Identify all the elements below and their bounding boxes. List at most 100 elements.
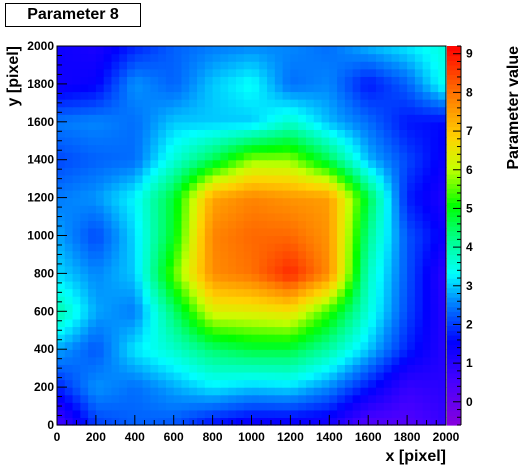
- heatmap-cell: [204, 46, 214, 55]
- heatmap-cell: [57, 258, 66, 267]
- heatmap-cell: [267, 387, 276, 396]
- heatmap-cell: [72, 212, 81, 221]
- heatmap-cell: [259, 68, 268, 77]
- heatmap-cell: [220, 68, 229, 77]
- heatmap-cell: [344, 273, 354, 282]
- heatmap-cell: [189, 91, 198, 100]
- heatmap-cell: [88, 227, 97, 237]
- z-tick-label: 5: [466, 201, 473, 215]
- heatmap-cell: [282, 106, 291, 115]
- heatmap-cell: [142, 99, 151, 108]
- heatmap-cell: [243, 46, 253, 55]
- heatmap-cell: [274, 114, 284, 123]
- heatmap-cell: [165, 303, 175, 312]
- heatmap-cell: [150, 334, 159, 343]
- heatmap-cell: [127, 379, 136, 388]
- heatmap-cell: [197, 129, 206, 138]
- heatmap-cell: [383, 227, 393, 237]
- heatmap-cell: [204, 114, 214, 123]
- heatmap-cell: [197, 76, 206, 85]
- heatmap-cell: [119, 250, 128, 259]
- heatmap-cell: [57, 265, 66, 274]
- heatmap-cell: [95, 235, 105, 244]
- heatmap-cell: [80, 387, 89, 396]
- heatmap-cell: [64, 144, 74, 153]
- heatmap-cell: [414, 197, 424, 206]
- heatmap-cell: [422, 402, 432, 411]
- heatmap-cell: [313, 379, 323, 388]
- heatmap-cell: [119, 265, 128, 274]
- heatmap-cell: [274, 379, 284, 388]
- heatmap-cell: [103, 91, 113, 100]
- heatmap-cell: [430, 159, 439, 168]
- heatmap-cell: [368, 273, 377, 282]
- heatmap-cell: [64, 356, 74, 365]
- heatmap-cell: [337, 182, 346, 191]
- heatmap-cell: [88, 296, 97, 305]
- heatmap-cell: [422, 356, 432, 365]
- heatmap-cell: [282, 227, 291, 237]
- heatmap-cell: [282, 371, 291, 381]
- heatmap-cell: [212, 409, 221, 419]
- heatmap-cell: [173, 417, 183, 426]
- heatmap-cell: [329, 235, 338, 244]
- heatmap-cell: [391, 182, 400, 191]
- heatmap-cell: [189, 303, 198, 312]
- heatmap-cell: [80, 258, 89, 267]
- heatmap-cell: [95, 144, 105, 153]
- heatmap-cell: [344, 356, 354, 365]
- heatmap-cell: [103, 402, 113, 411]
- heatmap-cell: [119, 394, 128, 403]
- heatmap-cell: [321, 364, 330, 373]
- heatmap-cell: [134, 91, 144, 100]
- heatmap-cell: [344, 99, 354, 108]
- heatmap-cell: [267, 258, 276, 267]
- heatmap-cell: [305, 402, 315, 411]
- heatmap-cell: [165, 152, 175, 161]
- heatmap-cell: [251, 182, 260, 191]
- heatmap-cell: [375, 144, 385, 153]
- heatmap-cell: [212, 296, 221, 305]
- heatmap-cell: [243, 250, 253, 259]
- heatmap-cell: [407, 311, 416, 320]
- heatmap-cell: [72, 46, 81, 55]
- heatmap-cell: [212, 114, 221, 123]
- heatmap-cell: [134, 227, 144, 237]
- heatmap-cell: [127, 243, 136, 252]
- heatmap-cell: [375, 265, 385, 274]
- heatmap-cell: [344, 227, 354, 237]
- heatmap-cell: [204, 296, 214, 305]
- heatmap-cell: [57, 114, 66, 123]
- heatmap-cell: [228, 356, 237, 365]
- heatmap-cell: [197, 334, 206, 343]
- heatmap-cell: [197, 273, 206, 282]
- heatmap-cell: [220, 53, 229, 62]
- heatmap-cell: [158, 318, 167, 328]
- heatmap-cell: [243, 99, 253, 108]
- heatmap-cell: [360, 250, 369, 259]
- heatmap-cell: [274, 371, 284, 381]
- heatmap-cell: [88, 99, 97, 108]
- heatmap-cell: [173, 334, 183, 343]
- heatmap-cell: [57, 273, 66, 282]
- heatmap-cell: [181, 136, 190, 146]
- heatmap-cell: [181, 205, 190, 214]
- heatmap-cell: [243, 296, 253, 305]
- heatmap-cell: [274, 46, 284, 55]
- heatmap-cell: [72, 106, 81, 115]
- heatmap-cell: [212, 394, 221, 403]
- heatmap-cell: [438, 371, 447, 381]
- heatmap-cell: [321, 318, 330, 328]
- heatmap-cell: [282, 341, 291, 350]
- heatmap-cell: [57, 220, 66, 229]
- heatmap-cell: [212, 167, 221, 176]
- heatmap-cell: [422, 167, 432, 176]
- heatmap-cell: [375, 379, 385, 388]
- heatmap-cell: [80, 364, 89, 373]
- heatmap-cell: [430, 273, 439, 282]
- heatmap-cell: [181, 227, 190, 237]
- heatmap-cell: [212, 68, 221, 77]
- heatmap-cell: [274, 280, 284, 290]
- heatmap-cell: [197, 387, 206, 396]
- heatmap-cell: [259, 220, 268, 229]
